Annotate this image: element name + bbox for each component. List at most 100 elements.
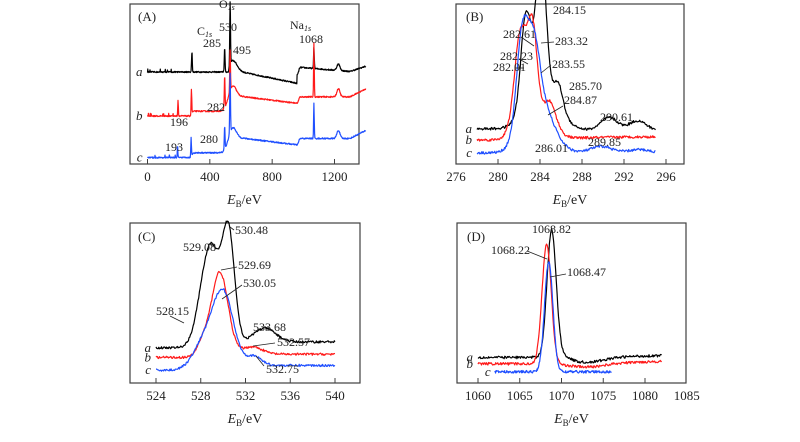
series-c-label: c — [466, 145, 472, 160]
series-a-curve — [477, 228, 662, 364]
panel-b-curves — [476, 0, 656, 155]
annotation-leader — [255, 355, 265, 367]
annotation-leader — [540, 64, 552, 74]
peak-annotation: 529.69 — [238, 258, 271, 272]
series-a-curve — [146, 1, 367, 85]
annotation-leader — [169, 315, 185, 324]
series-c-label: c — [485, 364, 491, 379]
series-b-curve — [476, 13, 656, 142]
series-b-curve — [146, 42, 367, 118]
panel-c-annotations: abc530.48529.08529.69530.05528.15533.685… — [145, 223, 311, 377]
x-axis-label: EB/eV — [553, 412, 589, 428]
x-tick-label: 524 — [146, 388, 166, 403]
panel-c: (C) 524 528 532 536 540 EB/eV abc 530.48 529.08… — [129, 220, 361, 428]
peak-annotation: 530.48 — [235, 223, 268, 237]
x-tick-label: 532 — [236, 388, 256, 403]
x-tick-label: 280 — [488, 169, 508, 184]
series-b-curve — [155, 270, 336, 360]
element-label-o1s: O1s — [219, 0, 235, 12]
peak-annotation: 280 — [200, 132, 218, 146]
series-a-label: a — [145, 340, 152, 355]
x-tick-label: 1075 — [590, 388, 616, 403]
series-b-label: b — [467, 356, 474, 371]
peak-annotation: 196 — [170, 115, 188, 129]
element-label-na1s: Na1s — [290, 18, 311, 33]
series-b-label: b — [145, 349, 152, 364]
annotation-leader — [520, 36, 535, 47]
peak-annotation: 530.05 — [243, 276, 276, 290]
x-axis-label: EB/eV — [552, 193, 588, 209]
series-b-label: b — [466, 132, 473, 147]
x-axis-label: EB/eV — [226, 193, 262, 209]
peak-annotation: 528.15 — [156, 304, 189, 318]
panel-b: (B) 276 280 284 288 292 296 EB/eV abc 284.15 282… — [446, 0, 685, 209]
panel-a-label: (A) — [138, 9, 156, 24]
panel-d-ticks: 1060 1065 1070 1075 1080 1085 EB/eV — [465, 378, 700, 428]
annotation-leader — [549, 273, 567, 278]
series-c-curve — [156, 288, 336, 372]
panel-c-frame — [129, 222, 361, 384]
peak-annotation: 284.15 — [553, 3, 586, 17]
panel-a-ticks: 0 400 800 1200 EB/eV — [144, 159, 348, 209]
x-tick-label: 528 — [191, 388, 211, 403]
panel-d-frame — [456, 222, 687, 384]
x-tick-label: 276 — [446, 169, 466, 184]
peak-annotation: 495 — [233, 43, 251, 57]
x-tick-label: 1070 — [549, 388, 575, 403]
peak-annotation: 1068.82 — [532, 222, 571, 236]
annotation-leader — [547, 105, 564, 116]
annotation-leader — [518, 58, 529, 65]
peak-annotation: 282 — [207, 100, 225, 114]
peak-annotation: 1068.47 — [567, 265, 606, 279]
x-tick-label: 296 — [656, 169, 676, 184]
series-a-curve — [155, 220, 336, 350]
x-axis-label: EB/eV — [227, 412, 263, 428]
peak-annotation: 1068.22 — [491, 243, 530, 257]
series-a-label: a — [466, 121, 473, 136]
x-tick-label: 1200 — [322, 169, 348, 184]
x-tick-label: 1080 — [632, 388, 658, 403]
peak-annotation: 193 — [165, 140, 183, 154]
annotation-leader — [221, 284, 243, 300]
panel-c-curves — [155, 220, 336, 372]
peak-annotation: 290.61 — [600, 110, 633, 124]
annotation-leader — [229, 226, 235, 231]
peak-annotation: 282.23 — [500, 49, 533, 63]
x-tick-label: 292 — [614, 169, 634, 184]
series-c-label: c — [145, 362, 151, 377]
peak-annotation: 286.01 — [535, 141, 568, 155]
x-tick-label: 800 — [262, 169, 282, 184]
panel-c-ticks: 524 528 532 536 540 EB/eV — [146, 378, 345, 428]
series-b-curve — [477, 243, 663, 369]
annotation-leader — [252, 342, 276, 347]
panel-b-frame — [455, 3, 685, 165]
peak-annotation: 285 — [203, 36, 221, 50]
panel-d-label: (D) — [467, 229, 485, 244]
peak-annotation: 282.01 — [493, 60, 526, 74]
peak-annotation: 530 — [219, 20, 237, 34]
annotation-leader — [526, 250, 548, 260]
panel-b-ticks: 276 280 284 288 292 296 EB/eV — [446, 159, 676, 209]
series-c-curve — [147, 72, 367, 159]
series-a-label: a — [467, 349, 474, 364]
peak-annotation: 1068 — [299, 32, 323, 46]
peak-annotation: 282.61 — [503, 27, 536, 41]
series-c-label: c — [137, 150, 143, 165]
series-a-label: a — [136, 64, 143, 79]
panel-a-frame — [129, 3, 360, 165]
panel-a-annotations: a b c 285 495 530 1068 282 196 193 280 C1s O1s Na1s — [136, 0, 323, 165]
x-tick-label: 1060 — [465, 388, 491, 403]
annotation-leader — [540, 41, 555, 44]
peak-annotation: 283.55 — [552, 57, 585, 71]
x-tick-label: 1085 — [674, 388, 700, 403]
x-tick-label: 540 — [325, 388, 345, 403]
x-tick-label: 288 — [572, 169, 592, 184]
peak-annotation: 284.87 — [564, 93, 597, 107]
x-tick-label: 0 — [144, 169, 151, 184]
panel-d-curves — [477, 228, 663, 374]
peak-annotation: 532.75 — [266, 362, 299, 376]
peak-annotation: 532.57 — [277, 335, 310, 349]
peak-annotation: 529.08 — [183, 240, 216, 254]
